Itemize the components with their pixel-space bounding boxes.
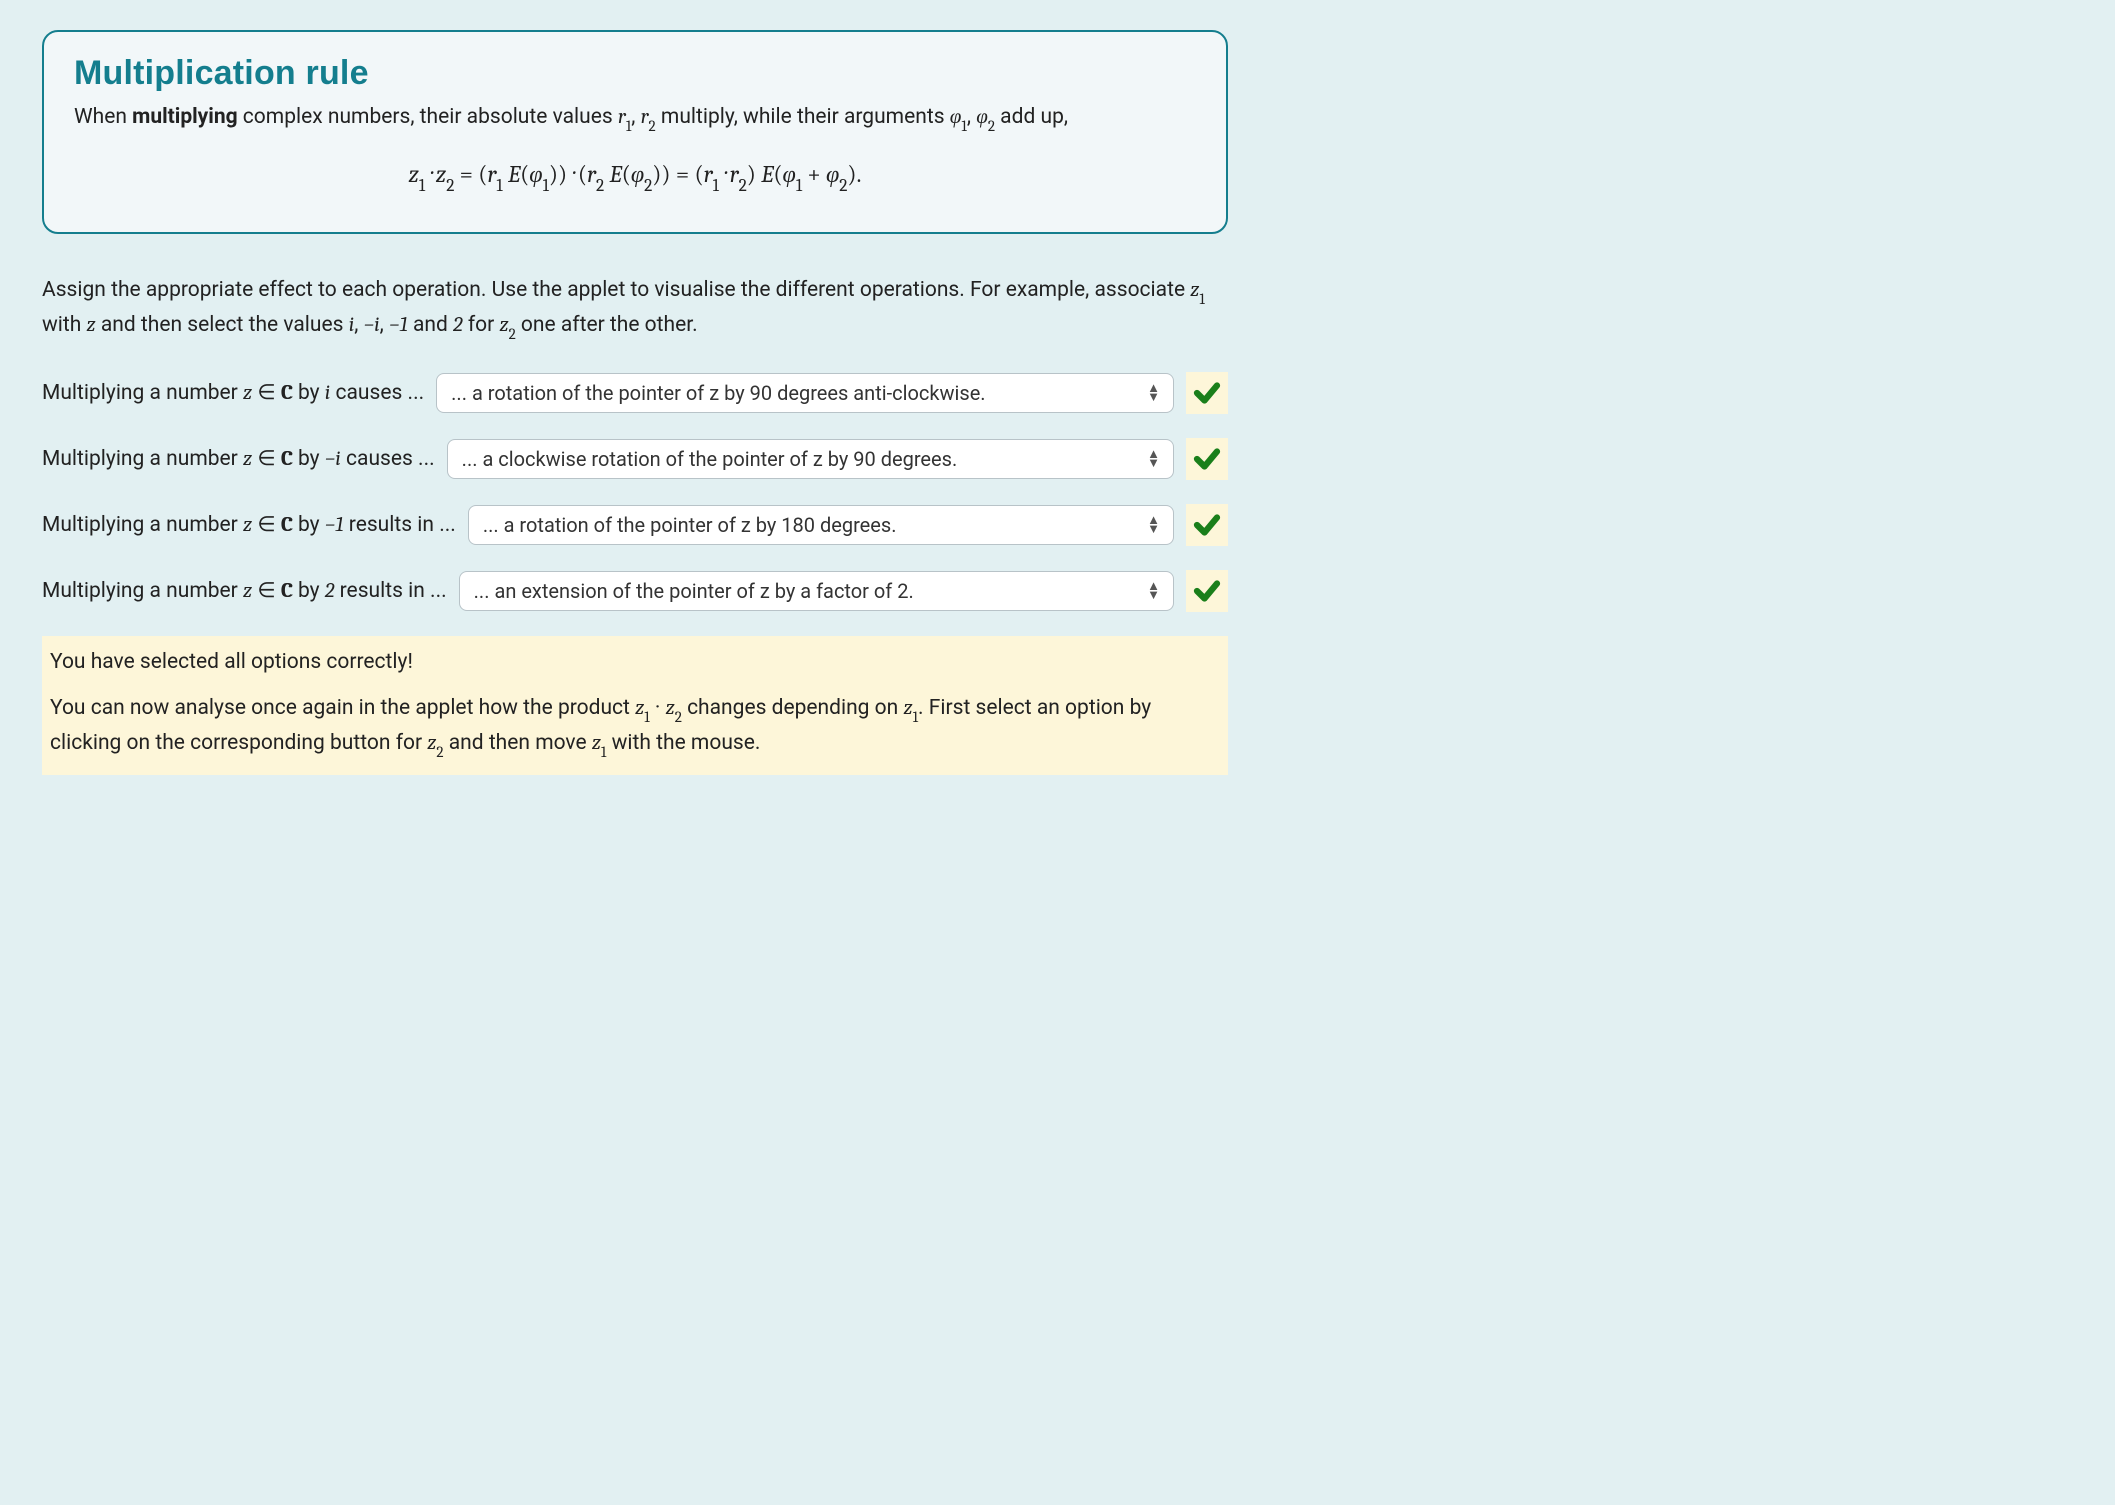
inst-v1: i [349, 313, 355, 337]
rule-box: Multiplication rule When multiplying com… [42, 30, 1228, 234]
rule-text-prefix: When [74, 105, 132, 129]
answer-select-wrap[interactable]: ... a clockwise rotation of the pointer … [447, 439, 1174, 479]
feedback-box: You have selected all options correctly!… [42, 636, 1228, 776]
rule-formula: z1 · z2 = (r1 E(φ1)) · (r2 E(φ2)) = (r1 … [74, 160, 1196, 193]
question-prompt: Multiplying a number z ∈ C by i causes .… [42, 380, 424, 405]
inst-z2: z2 [499, 313, 515, 337]
inst-z: z [87, 313, 96, 337]
check-icon [1192, 510, 1222, 540]
correct-badge [1186, 504, 1228, 546]
correct-badge [1186, 570, 1228, 612]
rule-text-middle: multiply, while their arguments [656, 105, 950, 129]
rule-description: When multiplying complex numbers, their … [74, 101, 1196, 136]
phi1-var: φ1 [950, 105, 967, 129]
question-prompt: Multiplying a number z ∈ C by 2 results … [42, 578, 447, 603]
check-icon [1192, 576, 1222, 606]
phi2-var: φ2 [976, 105, 995, 129]
r1-var: r1 [618, 105, 631, 129]
rule-text-bold: multiplying [132, 105, 237, 129]
inst-v4: 2 [453, 313, 463, 337]
correct-badge [1186, 438, 1228, 480]
question-row: Multiplying a number z ∈ C by 2 results … [42, 570, 1228, 612]
inst-v3: −1 [389, 313, 408, 337]
question-row: Multiplying a number z ∈ C by −i causes … [42, 438, 1228, 480]
question-row: Multiplying a number z ∈ C by −1 results… [42, 504, 1228, 546]
answer-select[interactable]: ... a rotation of the pointer of z by 90… [436, 373, 1174, 413]
correct-badge [1186, 372, 1228, 414]
inst-v2: −i [364, 313, 380, 337]
answer-select[interactable]: ... a rotation of the pointer of z by 18… [468, 505, 1174, 545]
answer-select[interactable]: ... an extension of the pointer of z by … [459, 571, 1174, 611]
feedback-line2: You can now analyse once again in the ap… [50, 692, 1218, 761]
rule-text-suffix: complex numbers, their absolute values [238, 105, 618, 129]
instructions: Assign the appropriate effect to each op… [42, 274, 1228, 343]
instructions-line1: Assign the appropriate effect to each op… [42, 278, 1190, 302]
answer-select-wrap[interactable]: ... a rotation of the pointer of z by 18… [468, 505, 1174, 545]
question-prompt: Multiplying a number z ∈ C by −1 results… [42, 512, 456, 537]
answer-select[interactable]: ... a clockwise rotation of the pointer … [447, 439, 1174, 479]
check-icon [1192, 444, 1222, 474]
feedback-line1: You have selected all options correctly! [50, 646, 1218, 679]
question-row: Multiplying a number z ∈ C by i causes .… [42, 372, 1228, 414]
questions-container: Multiplying a number z ∈ C by i causes .… [42, 372, 1228, 612]
question-prompt: Multiplying a number z ∈ C by −i causes … [42, 446, 435, 471]
inst-z1: z1 [1190, 278, 1205, 302]
answer-select-wrap[interactable]: ... an extension of the pointer of z by … [459, 571, 1174, 611]
check-icon [1192, 378, 1222, 408]
r2-var: r2 [641, 105, 656, 129]
rule-title: Multiplication rule [74, 54, 1196, 93]
answer-select-wrap[interactable]: ... a rotation of the pointer of z by 90… [436, 373, 1174, 413]
rule-text-end: add up, [995, 105, 1068, 129]
